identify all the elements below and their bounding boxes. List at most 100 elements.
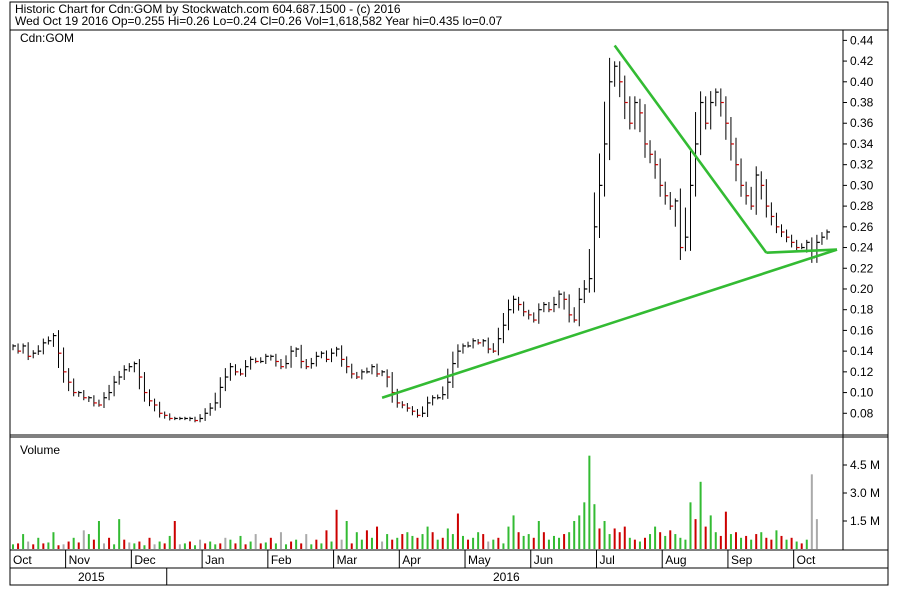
volume-bar xyxy=(77,542,80,549)
volume-bar xyxy=(775,530,778,549)
volume-bar xyxy=(194,545,197,549)
volume-bar xyxy=(360,539,363,549)
volume-bar xyxy=(613,528,616,549)
price-tick-label: 0.14 xyxy=(850,344,874,358)
price-tick-label: 0.12 xyxy=(850,365,874,379)
volume-bar xyxy=(148,537,151,549)
price-tick-label: 0.10 xyxy=(850,386,874,400)
volume-bar xyxy=(214,544,217,549)
month-label: Nov xyxy=(69,553,90,567)
volume-bar xyxy=(740,537,743,549)
volume-bar xyxy=(552,535,555,549)
volume-bar xyxy=(244,544,247,549)
volume-bar xyxy=(365,530,368,549)
volume-bar xyxy=(750,539,753,549)
price-tick-label: 0.44 xyxy=(850,33,874,47)
volume-bar xyxy=(219,543,222,549)
volume-bar xyxy=(446,528,449,549)
volume-bar xyxy=(573,521,576,549)
volume-bar xyxy=(108,537,111,549)
volume-bar xyxy=(178,544,181,549)
volume-bar xyxy=(128,542,131,549)
volume-bar xyxy=(623,526,626,549)
volume-bar xyxy=(32,544,35,549)
volume-bar xyxy=(522,535,525,549)
volume-bar xyxy=(310,544,313,549)
volume-bar xyxy=(269,537,272,549)
price-panel-label: Cdn:GOM xyxy=(20,31,75,45)
volume-bar xyxy=(47,542,50,549)
volume-bar xyxy=(27,541,30,549)
month-label: Feb xyxy=(271,553,292,567)
price-tick-label: 0.18 xyxy=(850,303,874,317)
volume-bar xyxy=(492,539,495,549)
volume-bar xyxy=(426,526,429,549)
volume-bar xyxy=(714,532,717,549)
volume-bar xyxy=(158,541,161,549)
volume-bar xyxy=(239,535,242,549)
volume-bar xyxy=(376,526,379,549)
volume-bar xyxy=(411,535,414,549)
volume-bar xyxy=(800,543,803,549)
volume-bar xyxy=(537,521,540,549)
month-label: Sep xyxy=(731,553,753,567)
volume-tick-label: 3.0 M xyxy=(850,486,880,500)
month-label: Dec xyxy=(134,553,155,567)
volume-bar xyxy=(350,543,353,549)
volume-bar xyxy=(113,544,116,549)
volume-tick-label: 4.5 M xyxy=(850,458,880,472)
volume-bar xyxy=(815,519,818,549)
volume-bar xyxy=(335,509,338,549)
volume-bars xyxy=(12,455,818,549)
volume-bar xyxy=(37,537,40,549)
volume-bar xyxy=(401,534,404,549)
price-tick-label: 0.24 xyxy=(850,241,874,255)
volume-bar xyxy=(709,515,712,549)
month-label: Jan xyxy=(205,553,224,567)
volume-bar xyxy=(527,534,530,549)
volume-bar xyxy=(330,541,333,549)
volume-bar xyxy=(82,530,85,549)
volume-bar xyxy=(396,537,399,549)
x-axis: Oct Nov Dec Jan Feb Mar Apr May Jun Jul Aug Sep Oct 2… xyxy=(9,550,816,585)
volume-bar xyxy=(204,543,207,549)
volume-bar xyxy=(734,532,737,549)
volume-bar xyxy=(416,537,419,549)
volume-bar xyxy=(588,455,591,549)
volume-bar xyxy=(264,542,267,549)
volume-bar xyxy=(173,521,176,549)
volume-bar xyxy=(664,535,667,549)
outer-border xyxy=(9,1,889,586)
volume-bar xyxy=(168,535,171,549)
volume-bar xyxy=(249,541,252,549)
volume-bar xyxy=(188,541,191,549)
volume-bar xyxy=(461,535,464,549)
volume-bar xyxy=(87,534,90,549)
trendline xyxy=(613,44,768,254)
volume-bar xyxy=(431,532,434,549)
volume-bar xyxy=(62,544,65,549)
volume-axis: 1.5 M 3.0 M 4.5 M xyxy=(843,458,880,528)
price-tick-label: 0.20 xyxy=(850,282,874,296)
volume-bar xyxy=(42,543,45,549)
volume-bar xyxy=(770,539,773,549)
volume-bar xyxy=(638,541,641,549)
month-label: Mar xyxy=(337,553,358,567)
volume-bar xyxy=(704,526,707,549)
volume-bar xyxy=(805,539,808,549)
volume-bar xyxy=(729,534,732,549)
price-axis: 0.08 0.10 0.12 0.14 0.16 0.18 0.20 0.22 0.24 0.26… xyxy=(843,33,874,420)
volume-bar xyxy=(542,532,545,549)
volume-bar xyxy=(684,539,687,549)
volume-bar xyxy=(618,532,621,549)
price-tick-label: 0.22 xyxy=(850,261,874,275)
volume-bar xyxy=(290,541,293,549)
volume-bar xyxy=(72,537,75,549)
volume-bar xyxy=(199,539,202,549)
volume-bar xyxy=(507,526,510,549)
trendlines xyxy=(381,44,838,399)
volume-bar xyxy=(370,537,373,549)
volume-bar xyxy=(467,539,470,549)
volume-bar xyxy=(790,537,793,549)
